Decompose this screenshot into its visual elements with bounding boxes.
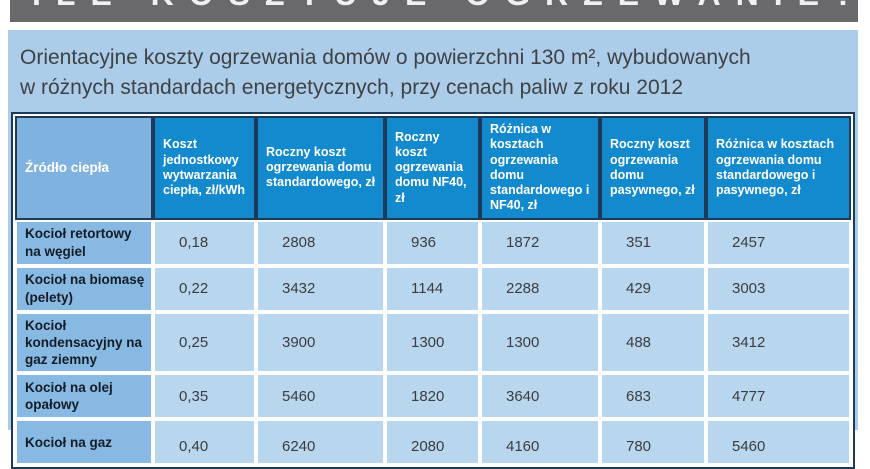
costs-table-wrapper: Źródło ciepła Koszt jednostkowy wytwarza… <box>11 112 855 469</box>
cell-value: 3432 <box>258 267 383 310</box>
cell-value: 2457 <box>708 221 849 264</box>
table-row: Kocioł na gaz 0,40 6240 2080 4160 780 54… <box>17 421 849 464</box>
page-title: ILE KOSZTUJE OGRZEWANIE? <box>32 0 858 10</box>
cell-value: 3640 <box>482 375 598 418</box>
row-label: Kocioł kondensacyjny na gaz ziemny <box>17 313 151 372</box>
cell-value: 683 <box>602 375 704 418</box>
column-header-unit-cost: Koszt jednostkowy wytwarzania ciepła, zł… <box>155 118 254 218</box>
column-header-passive-house-cost: Roczny koszt ogrzewania domu pasywnego, … <box>602 118 704 218</box>
cell-value: 1820 <box>387 375 478 418</box>
cell-value: 6240 <box>258 421 383 464</box>
cell-value: 2288 <box>482 267 598 310</box>
cell-value: 351 <box>602 221 704 264</box>
infographic-panel: Orientacyjne koszty ogrzewania domów o p… <box>8 30 858 469</box>
table-row: Kocioł na olej opałowy 0,35 5460 1820 36… <box>17 375 849 418</box>
cell-value: 1872 <box>482 221 598 264</box>
cell-value: 429 <box>602 267 704 310</box>
column-header-diff-standard-nf40: Różnica w kosztach ogrzewania domu stand… <box>482 118 598 218</box>
cell-value: 1300 <box>387 313 478 372</box>
cell-value: 0,35 <box>155 375 254 418</box>
cell-value: 0,40 <box>155 421 254 464</box>
cell-value: 5460 <box>708 421 849 464</box>
column-header-heat-source: Źródło ciepła <box>17 118 151 218</box>
cell-value: 780 <box>602 421 704 464</box>
cell-value: 936 <box>387 221 478 264</box>
column-header-standard-house-cost: Roczny koszt ogrzewania domu standardowe… <box>258 118 383 218</box>
cell-value: 488 <box>602 313 704 372</box>
cell-value: 3412 <box>708 313 849 372</box>
cell-value: 0,18 <box>155 221 254 264</box>
row-label: Kocioł na biomasę (pelety) <box>17 267 151 310</box>
intro-line-1: Orientacyjne koszty ogrzewania domów o p… <box>20 46 751 69</box>
table-row: Kocioł retortowy na węgiel 0,18 2808 936… <box>17 221 849 264</box>
cell-value: 1300 <box>482 313 598 372</box>
cell-value: 0,22 <box>155 267 254 310</box>
cell-value: 2080 <box>387 421 478 464</box>
row-label: Kocioł na gaz <box>17 421 151 464</box>
intro-text: Orientacyjne koszty ogrzewania domów o p… <box>8 30 858 103</box>
page-title-bar: ILE KOSZTUJE OGRZEWANIE? <box>10 0 858 22</box>
cell-value: 4777 <box>708 375 849 418</box>
table-row: Kocioł kondensacyjny na gaz ziemny 0,25 … <box>17 313 849 372</box>
cell-value: 4160 <box>482 421 598 464</box>
cell-value: 2808 <box>258 221 383 264</box>
table-header-row: Źródło ciepła Koszt jednostkowy wytwarza… <box>17 118 849 218</box>
column-header-nf40-house-cost: Roczny koszt ogrzewania domu NF40, zł <box>387 118 478 218</box>
row-label: Kocioł retortowy na węgiel <box>17 221 151 264</box>
heating-costs-table: Źródło ciepła Koszt jednostkowy wytwarza… <box>11 112 855 469</box>
cell-value: 3003 <box>708 267 849 310</box>
column-header-diff-standard-passive: Różnica w kosztach ogrzewania domu stand… <box>708 118 849 218</box>
intro-line-2: w różnych standardach energetycznych, pr… <box>20 76 684 99</box>
row-label: Kocioł na olej opałowy <box>17 375 151 418</box>
cell-value: 1144 <box>387 267 478 310</box>
cell-value: 5460 <box>258 375 383 418</box>
cell-value: 3900 <box>258 313 383 372</box>
table-row: Kocioł na biomasę (pelety) 0,22 3432 114… <box>17 267 849 310</box>
cell-value: 0,25 <box>155 313 254 372</box>
